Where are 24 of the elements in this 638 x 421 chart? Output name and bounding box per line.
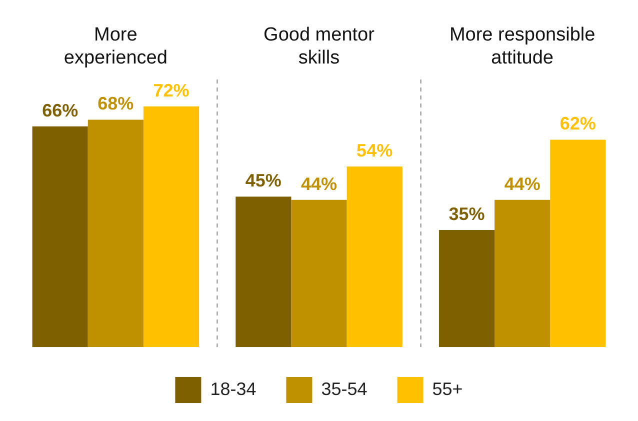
- bar: [143, 106, 200, 347]
- data-label: 45%: [245, 170, 282, 191]
- x-tick-label: More experienced: [64, 24, 168, 68]
- legend-label: 18-34: [210, 378, 256, 399]
- legend-label: 55+: [432, 378, 463, 399]
- data-label: 68%: [98, 94, 134, 114]
- x-tick-label: Good mentor skills: [264, 24, 376, 68]
- data-label: 62%: [560, 114, 596, 134]
- data-label: 66%: [42, 100, 78, 120]
- data-label: 54%: [356, 140, 393, 160]
- bar: [32, 126, 88, 347]
- x-tick-label: More responsible attitude: [449, 24, 596, 68]
- bar: [88, 120, 144, 347]
- bar: [236, 196, 292, 347]
- bar: [438, 230, 495, 347]
- legend-label: 35-54: [321, 378, 368, 399]
- data-label: 72%: [153, 80, 190, 100]
- bar: [346, 166, 402, 347]
- data-label: 44%: [300, 174, 338, 194]
- data-label: 44%: [504, 174, 540, 194]
- bar: [291, 200, 347, 347]
- data-label: 35%: [448, 204, 485, 224]
- bar: [550, 140, 606, 347]
- bar: [494, 200, 550, 347]
